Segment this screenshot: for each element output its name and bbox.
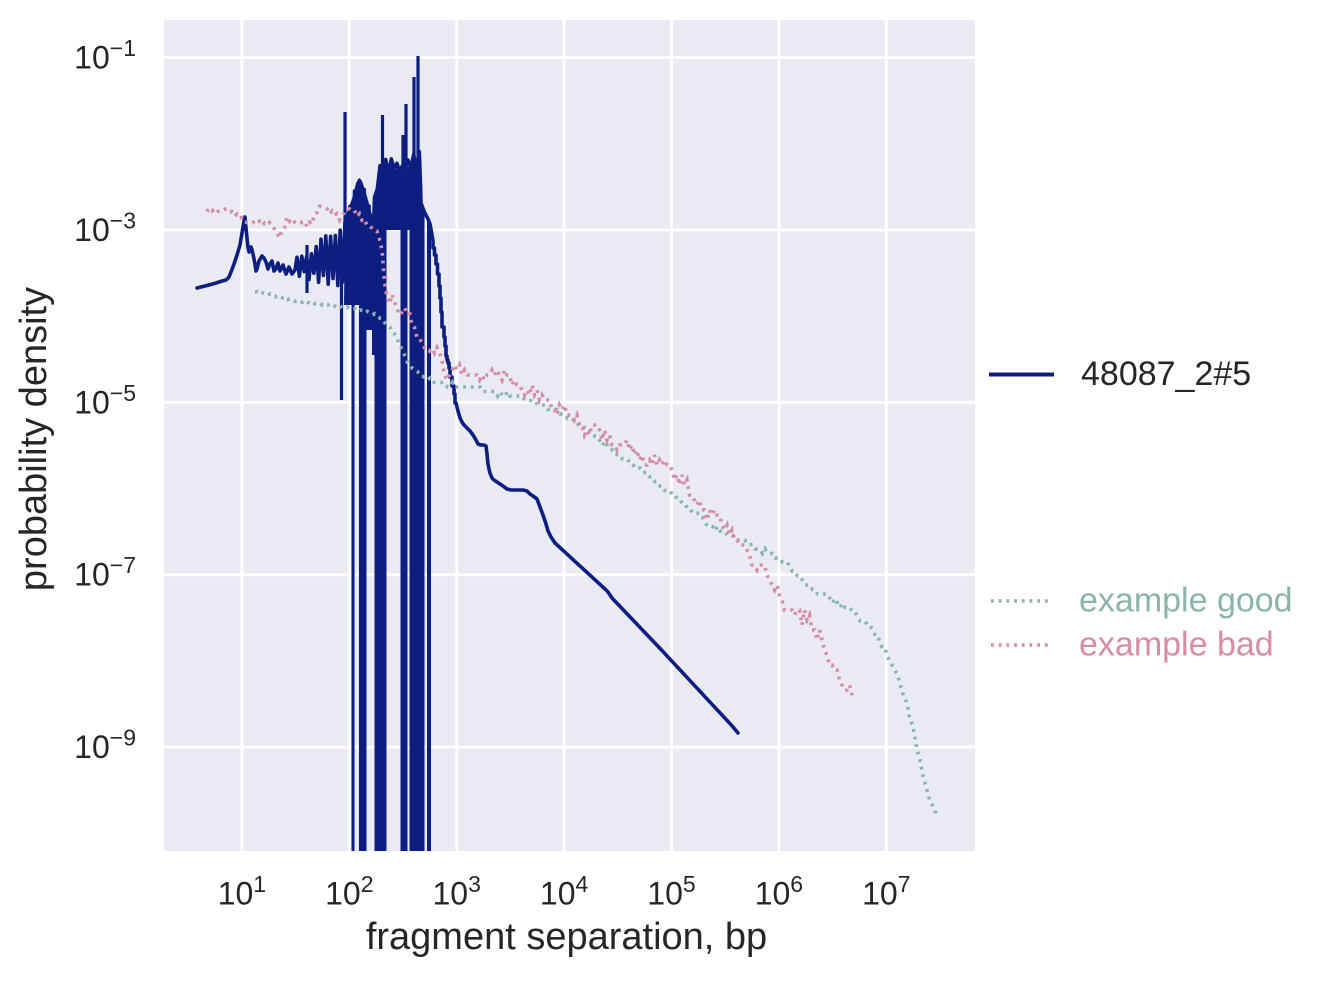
svg-text:example bad: example bad [1079,626,1274,664]
svg-text:example good: example good [1079,582,1293,620]
svg-text:10−5: 10−5 [74,380,136,421]
svg-text:10−1: 10−1 [74,35,136,76]
svg-text:104: 104 [540,871,589,912]
svg-text:48087_2#5: 48087_2#5 [1081,355,1251,393]
svg-text:103: 103 [433,871,481,912]
svg-text:probability density: probability density [13,287,55,591]
svg-text:fragment separation, bp: fragment separation, bp [366,916,767,958]
svg-text:101: 101 [218,871,266,912]
